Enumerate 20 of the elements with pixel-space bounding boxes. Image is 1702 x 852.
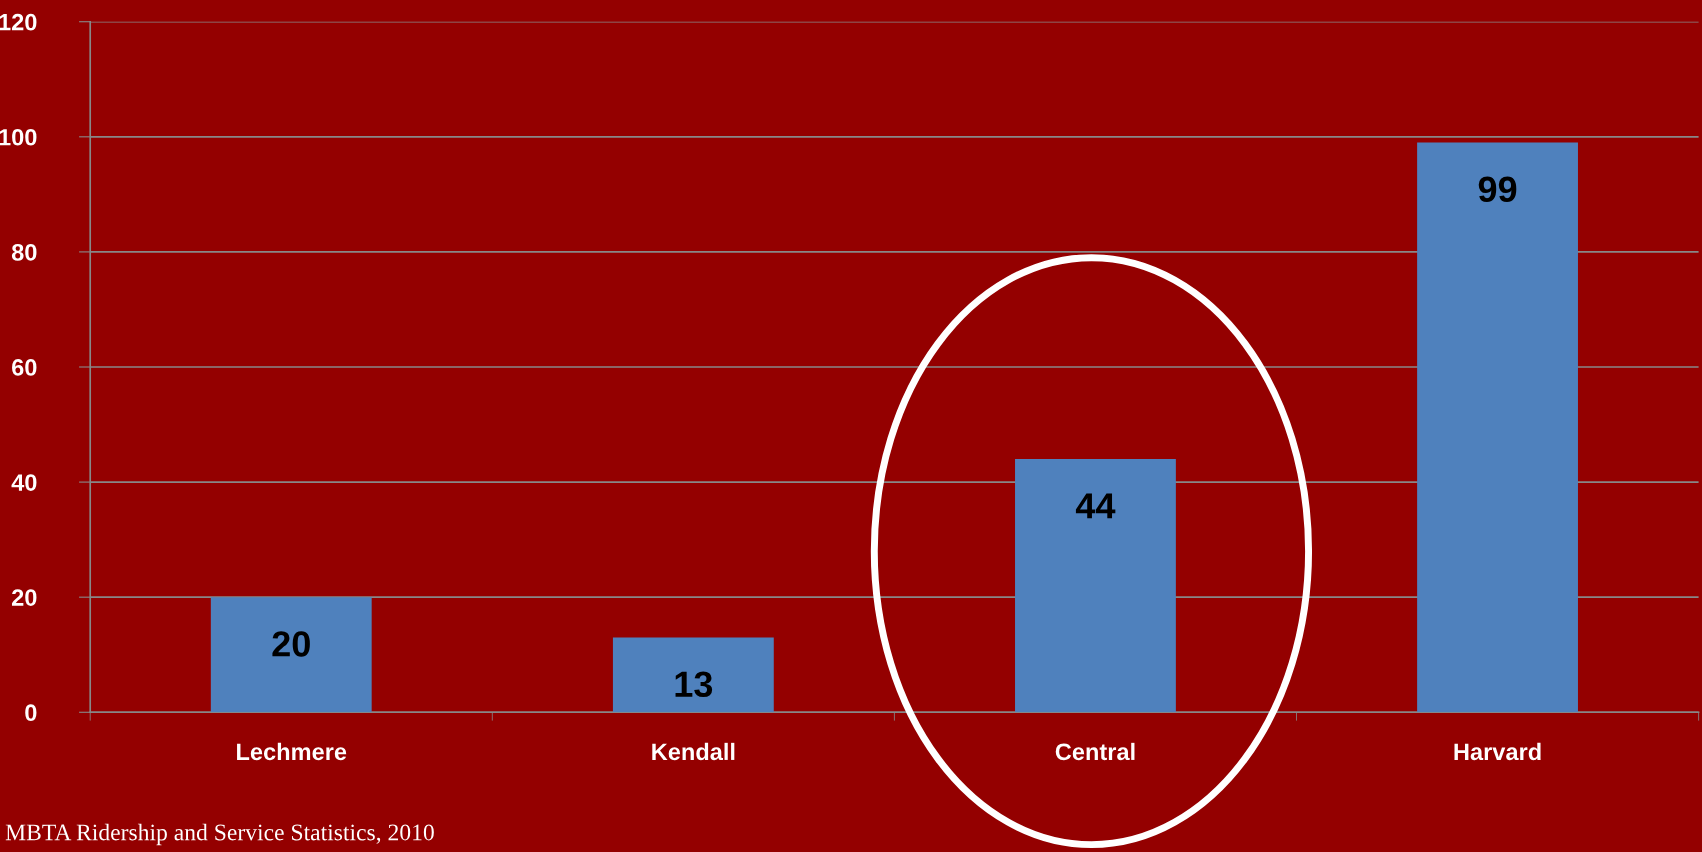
- data-label: 20: [272, 631, 310, 657]
- bar: [1015, 459, 1176, 713]
- x-tick-label: Lechmere: [237, 742, 347, 761]
- x-tick-label: Central: [1055, 742, 1135, 761]
- x-tick-label: Harvard: [1454, 742, 1541, 761]
- y-tick-label: 20: [11, 589, 37, 606]
- y-tick-label: 0: [25, 704, 37, 722]
- y-tick-label: 120: [0, 13, 37, 31]
- text: MBTA Ridership and Service Statistics, 2010: [5, 823, 434, 846]
- data-label: 13: [675, 671, 713, 698]
- bar: [612, 637, 774, 713]
- y-tick-label: 60: [12, 359, 37, 376]
- bar: [210, 597, 372, 713]
- data-label: 99: [1478, 176, 1517, 203]
- y-tick-label: 40: [11, 474, 37, 491]
- y-tick-label: 80: [11, 243, 37, 261]
- bar: [1417, 142, 1578, 713]
- data-label: 44: [1075, 493, 1116, 519]
- x-tick-label: Kendall: [652, 742, 735, 761]
- y-tick-label: 100: [0, 128, 37, 146]
